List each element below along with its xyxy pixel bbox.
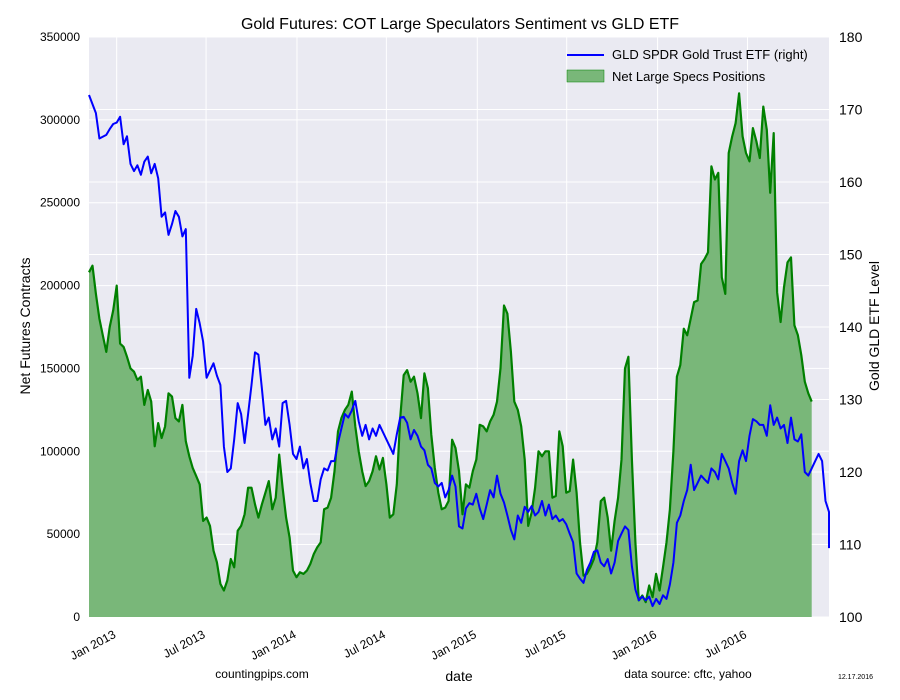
y2-tick-label: 120 [839,464,863,480]
footer-date-stamp: 12.17.2016 [838,674,873,681]
x-tick-label: Jan 2014 [248,627,298,663]
y-tick-label: 200000 [40,279,80,293]
x-tick-label: Jan 2013 [68,627,118,663]
y-axis-label: Net Futures Contracts [17,258,33,395]
y2-axis-label: Gold GLD ETF Level [866,261,882,391]
legend: GLD SPDR Gold Trust ETF (right) Net Larg… [566,47,808,84]
plot-area [88,36,830,618]
x-tick-label: Jul 2014 [341,627,388,661]
footer-credit: countingpips.com [215,667,308,681]
y-axis-ticks: 0 50000 100000 150000 200000 250000 300000 3500… [40,30,80,624]
y2-tick-label: 130 [839,392,863,408]
legend-label-net-specs: Net Large Specs Positions [612,69,766,84]
x-tick-label: Jul 2016 [702,627,749,661]
gld-etf-line [88,94,830,608]
x-tick-label: Jul 2013 [161,627,208,661]
x-axis-ticks: Jan 2013 Jul 2013 Jan 2014 Jul 2014 Jan 2015… [68,627,749,663]
y-tick-label: 100000 [40,444,80,458]
net-large-specs-line [88,92,813,604]
legend-label-gld: GLD SPDR Gold Trust ETF (right) [612,47,808,62]
x-axis-label: date [445,668,472,684]
footer-source: data source: cftc, yahoo [624,667,752,681]
y-tick-label: 50000 [47,527,81,541]
net-large-specs-area [89,93,812,618]
y2-tick-label: 180 [839,29,863,45]
y2-axis-ticks: 100 110 120 130 140 150 160 170 180 [839,29,863,625]
y2-tick-label: 140 [839,319,863,335]
x-tick-label: Jan 2016 [609,627,659,663]
x-tick-label: Jan 2015 [429,627,479,663]
y2-tick-label: 170 [839,102,863,118]
x-tick-label: Jul 2015 [521,627,568,661]
y-tick-label: 0 [73,610,80,624]
y-tick-label: 300000 [40,113,80,127]
y-tick-label: 150000 [40,361,80,375]
y-tick-label: 350000 [40,30,80,44]
y2-tick-label: 150 [839,247,863,263]
chart-title: Gold Futures: COT Large Speculators Sent… [241,16,679,33]
y2-tick-label: 160 [839,174,863,190]
legend-swatch-net-specs [566,69,605,83]
y2-tick-label: 100 [839,609,863,625]
y2-tick-label: 110 [839,537,862,553]
y-tick-label: 250000 [40,196,80,210]
